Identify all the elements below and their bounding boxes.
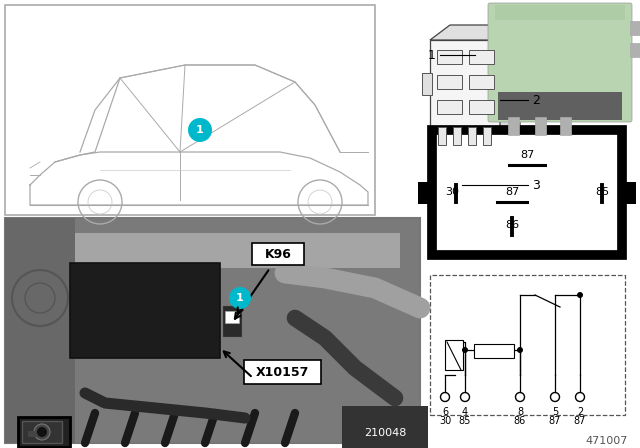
Text: 87: 87 [549,416,561,426]
Text: 87: 87 [520,150,534,160]
Circle shape [34,424,50,440]
Text: 86: 86 [514,416,526,426]
Text: X10157: X10157 [255,366,308,379]
Text: 4: 4 [462,407,468,417]
Bar [535,117,546,135]
Circle shape [517,347,523,353]
Text: 3: 3 [532,178,540,191]
FancyBboxPatch shape [488,3,632,122]
Bar [453,127,461,145]
Bar [469,50,494,64]
Bar [437,50,462,64]
Text: 87: 87 [574,416,586,426]
Bar [28,431,38,437]
Bar [432,130,622,255]
Bar [445,340,463,370]
Text: 1: 1 [196,125,204,135]
Bar [70,263,220,358]
Bar [469,75,494,89]
Bar [630,43,640,57]
Text: 210048: 210048 [364,428,406,438]
FancyBboxPatch shape [252,243,304,265]
Text: K96: K96 [264,247,291,260]
Polygon shape [500,25,520,130]
Bar [22,421,62,443]
Bar [498,92,622,120]
Text: 2: 2 [577,407,583,417]
Text: 2: 2 [532,94,540,107]
Bar [495,5,625,20]
Bar [430,40,500,130]
Circle shape [188,118,212,142]
FancyBboxPatch shape [244,360,321,384]
Text: 5: 5 [552,407,558,417]
Bar [430,275,625,415]
Circle shape [462,347,468,353]
Circle shape [229,287,251,309]
Bar [483,127,491,145]
Bar [25,233,400,268]
Bar [18,417,70,447]
Text: 30: 30 [445,187,459,197]
Bar [438,127,446,145]
Text: 30: 30 [439,416,451,426]
Text: 87: 87 [505,187,519,197]
Bar [474,344,514,358]
Circle shape [37,427,47,437]
Bar [468,127,476,145]
Bar [437,75,462,89]
Text: 8: 8 [517,407,523,417]
Text: 85: 85 [459,416,471,426]
Bar [560,117,571,135]
Bar [223,306,241,336]
Bar [469,100,494,114]
Text: 1: 1 [236,293,244,303]
Polygon shape [430,25,520,40]
Bar [422,73,432,95]
Circle shape [577,292,583,298]
Bar [5,5,375,215]
Bar [225,311,239,323]
Text: 85: 85 [595,187,609,197]
Bar [622,182,636,204]
Bar [418,182,432,204]
Text: 471007: 471007 [586,436,628,446]
Text: 86: 86 [505,220,519,230]
Bar [5,218,420,443]
Bar [508,117,519,135]
Bar [437,100,462,114]
Bar [630,21,640,35]
Bar [5,218,75,443]
Text: 6: 6 [442,407,448,417]
Text: 1: 1 [428,48,436,61]
